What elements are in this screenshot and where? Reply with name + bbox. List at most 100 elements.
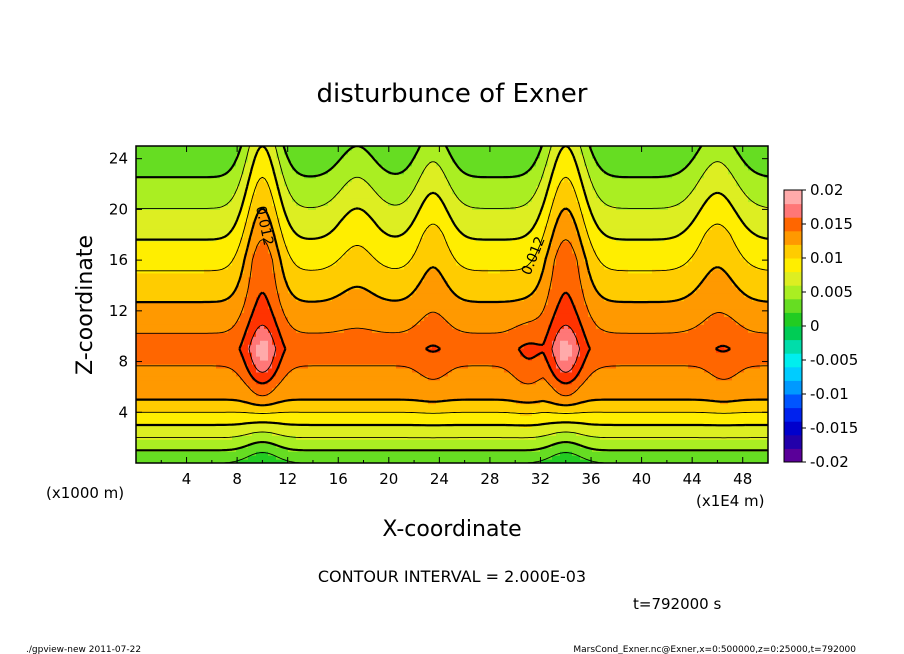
field-cell — [356, 439, 361, 444]
field-cell — [360, 189, 365, 195]
field-cell — [300, 185, 305, 191]
field-cell — [324, 268, 329, 274]
field-cell — [200, 288, 205, 294]
field-cell — [380, 387, 385, 393]
field-cell — [352, 308, 357, 314]
field-cell — [368, 177, 373, 183]
field-cell — [368, 312, 373, 317]
field-cell — [332, 193, 337, 199]
field-cell — [376, 272, 381, 278]
field-cell — [296, 153, 301, 159]
field-cell — [304, 427, 309, 432]
field-cell — [328, 217, 333, 222]
field-cell — [272, 348, 277, 353]
field-cell — [344, 308, 349, 314]
field-cell — [228, 161, 233, 167]
field-cell — [208, 320, 213, 325]
field-cell — [320, 356, 325, 361]
field-cell — [204, 249, 209, 254]
field-cell — [140, 415, 145, 421]
field-cell — [300, 443, 305, 448]
field-cell — [248, 399, 253, 405]
field-cell — [200, 455, 205, 460]
field-cell — [252, 367, 257, 373]
field-cell — [144, 201, 149, 207]
field-cell — [164, 149, 169, 155]
field-cell — [276, 205, 281, 210]
field-cell — [268, 213, 273, 218]
field-cell — [176, 312, 181, 317]
field-cell — [352, 324, 357, 329]
field-cell — [340, 320, 345, 325]
field-cell — [192, 296, 197, 302]
field-cell — [284, 201, 289, 207]
field-cell — [336, 181, 341, 187]
field-cell — [172, 419, 177, 424]
field-cell — [312, 431, 317, 436]
field-cell — [360, 157, 365, 163]
field-cell — [360, 161, 365, 167]
field-cell — [372, 173, 377, 179]
field-cell — [296, 348, 301, 353]
field-cell — [240, 161, 245, 167]
field-cell — [140, 217, 145, 222]
field-cell — [316, 280, 321, 286]
field-cell — [304, 165, 309, 171]
field-cell — [220, 229, 225, 234]
field-cell — [252, 344, 257, 349]
field-cell — [156, 272, 161, 278]
field-cell — [284, 165, 289, 171]
field-cell — [168, 324, 173, 329]
field-cell — [172, 260, 177, 266]
field-cell — [176, 173, 181, 179]
field-cell — [372, 197, 377, 203]
field-cell — [272, 249, 277, 254]
field-cell — [380, 451, 385, 456]
field-cell — [296, 375, 301, 381]
field-cell — [336, 225, 341, 230]
field-cell — [264, 268, 269, 274]
field-cell — [232, 256, 237, 262]
field-cell — [136, 252, 141, 258]
field-cell — [240, 153, 245, 159]
field-cell — [344, 197, 349, 203]
field-cell — [380, 300, 385, 306]
field-cell — [244, 431, 249, 436]
field-cell — [380, 256, 385, 262]
field-cell — [300, 379, 305, 385]
field-cell — [352, 379, 357, 385]
field-cell — [276, 312, 281, 317]
field-cell — [320, 221, 325, 226]
field-cell — [368, 304, 373, 310]
field-cell — [200, 169, 205, 175]
field-cell — [144, 233, 149, 238]
field-cell — [228, 225, 233, 230]
field-cell — [348, 316, 353, 321]
field-cell — [220, 395, 225, 401]
field-cell — [360, 304, 365, 310]
field-cell — [372, 371, 377, 377]
field-cell — [280, 439, 285, 444]
field-cell — [264, 161, 269, 167]
field-cell — [272, 225, 277, 230]
field-cell — [180, 348, 185, 353]
field-cell — [332, 328, 337, 333]
field-cell — [272, 185, 277, 191]
field-cell — [184, 260, 189, 266]
field-cell — [136, 233, 141, 238]
field-cell — [216, 431, 221, 436]
field-cell — [184, 415, 189, 421]
field-cell — [228, 415, 233, 421]
field-cell — [372, 399, 377, 405]
field-cell — [160, 352, 165, 357]
field-cell — [368, 459, 373, 463]
field-cell — [160, 371, 165, 377]
field-cell — [332, 304, 337, 310]
field-cell — [364, 237, 369, 242]
field-cell — [268, 181, 273, 187]
field-cell — [264, 308, 269, 314]
field-cell — [324, 229, 329, 234]
field-cell — [280, 288, 285, 294]
field-cell — [348, 221, 353, 226]
field-cell — [232, 336, 237, 341]
